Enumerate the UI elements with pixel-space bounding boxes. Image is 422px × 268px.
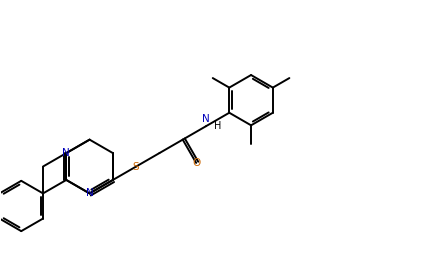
Text: N: N (62, 148, 70, 158)
Text: H: H (214, 121, 221, 131)
Text: S: S (133, 162, 139, 172)
Text: O: O (192, 158, 200, 168)
Text: N: N (202, 114, 210, 124)
Text: N: N (86, 188, 93, 198)
